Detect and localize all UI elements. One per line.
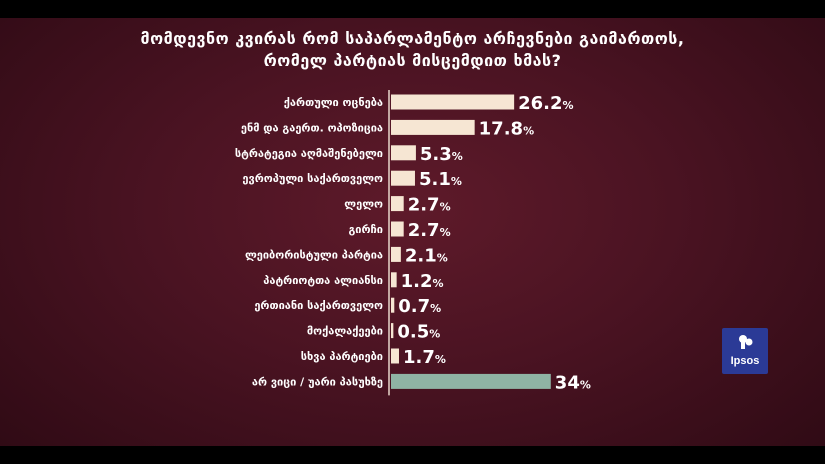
chart-title: მომდევნო კვირას რომ საპარლამენტო არჩევნე…	[0, 28, 825, 72]
bar	[391, 323, 394, 339]
value-label: 2.7%	[408, 195, 451, 216]
value-label: 1.2%	[401, 271, 444, 292]
letterbox-bottom	[0, 446, 825, 464]
category-label: ლეიბორისტული პარტია	[245, 248, 383, 261]
bar	[391, 94, 515, 110]
category-label: ევროპული საქართველო	[242, 172, 383, 185]
percent-sign: %	[433, 277, 444, 290]
bar	[391, 348, 399, 364]
percent-sign: %	[430, 302, 441, 315]
percent-sign: %	[452, 150, 463, 163]
category-label: ენმ და გაერთ. ოპოზიცია	[241, 121, 383, 134]
percent-sign: %	[440, 201, 451, 214]
bar	[391, 246, 401, 262]
bar	[391, 119, 475, 135]
ipsos-logo-text: Ipsos	[730, 355, 760, 367]
category-label: სხვა პარტიები	[301, 350, 383, 363]
value-label: 1.7%	[403, 347, 446, 368]
category-label: სტრატეგია აღმაშენებელი	[235, 147, 383, 160]
value-label: 26.2%	[518, 93, 573, 114]
category-label: არ ვიცი / უარი პასუხზე	[252, 375, 383, 388]
percent-sign: %	[435, 353, 446, 366]
percent-sign: %	[429, 328, 440, 341]
value-label: 17.8%	[479, 118, 534, 139]
bar	[391, 272, 397, 288]
percent-sign: %	[523, 124, 534, 137]
bar	[391, 196, 404, 212]
percent-sign: %	[440, 226, 451, 239]
percent-sign: %	[580, 378, 591, 391]
category-label: ქართული ოცნება	[284, 96, 383, 109]
bar	[391, 221, 404, 237]
value-label: 5.3%	[420, 144, 463, 165]
category-label: მოქალაქეები	[307, 325, 383, 338]
title-line-1: მომდევნო კვირას რომ საპარლამენტო არჩევნე…	[140, 29, 685, 48]
category-label: გირჩი	[348, 223, 383, 236]
bar	[391, 145, 416, 161]
bar	[391, 373, 551, 389]
ipsos-mark-icon	[739, 335, 753, 349]
value-label: 2.1%	[405, 245, 448, 266]
title-line-2: რომელ პარტიას მისცემდით ხმას?	[263, 51, 562, 70]
category-label: ერთიანი საქართველო	[254, 299, 383, 312]
category-label: ლელო	[344, 198, 383, 211]
value-label: 5.1%	[419, 169, 462, 190]
value-label: 0.7%	[398, 296, 441, 317]
value-label: 0.5%	[397, 322, 440, 343]
bar	[391, 170, 415, 186]
ipsos-logo: Ipsos	[722, 328, 768, 374]
letterbox-top	[0, 0, 825, 18]
category-label: პატრიოტთა ალიანსი	[263, 274, 383, 287]
bar	[391, 297, 395, 313]
value-label: 34%	[555, 372, 591, 393]
percent-sign: %	[437, 251, 448, 264]
percent-sign: %	[451, 175, 462, 188]
percent-sign: %	[563, 99, 574, 112]
value-label: 2.7%	[408, 220, 451, 241]
